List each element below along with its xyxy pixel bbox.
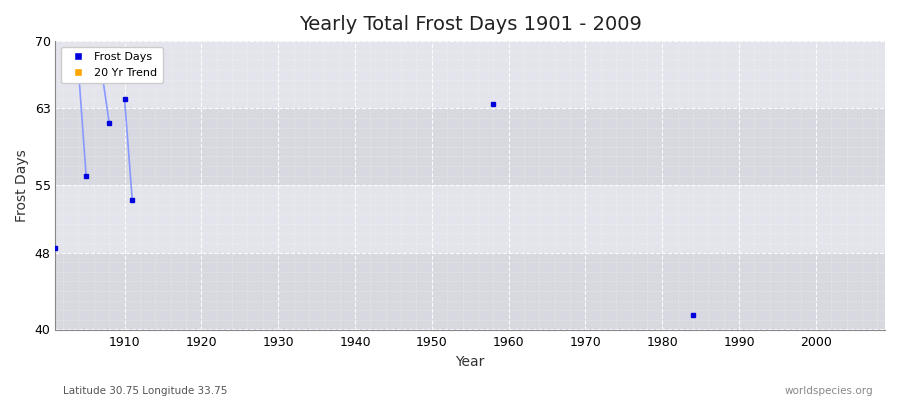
Bar xyxy=(56,108,885,185)
Bar xyxy=(56,41,885,108)
Text: worldspecies.org: worldspecies.org xyxy=(785,386,873,396)
Bar xyxy=(56,185,885,252)
Y-axis label: Frost Days: Frost Days xyxy=(15,149,29,222)
Title: Yearly Total Frost Days 1901 - 2009: Yearly Total Frost Days 1901 - 2009 xyxy=(299,15,642,34)
Bar xyxy=(56,252,885,330)
Legend: Frost Days, 20 Yr Trend: Frost Days, 20 Yr Trend xyxy=(61,47,163,83)
Text: Latitude 30.75 Longitude 33.75: Latitude 30.75 Longitude 33.75 xyxy=(63,386,228,396)
X-axis label: Year: Year xyxy=(455,355,485,369)
